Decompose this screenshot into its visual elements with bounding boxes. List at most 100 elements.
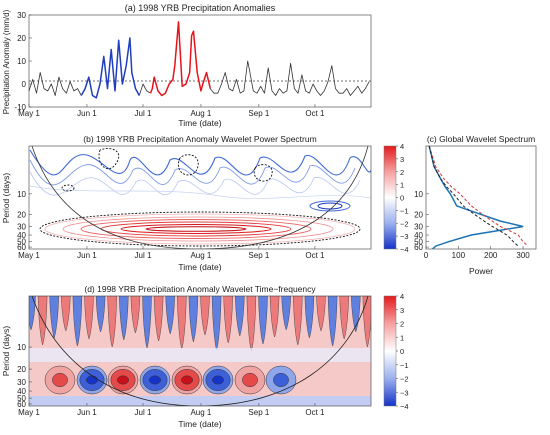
panel-d-cbar-tick-label: −2 bbox=[400, 375, 409, 384]
panel-b-signif-1 bbox=[98, 148, 120, 170]
panel-a-precipitation-anomalies: (a) 1998 YRB Precipitation Anomalies -10… bbox=[2, 3, 372, 128]
panel-a-series-line bbox=[80, 37, 140, 99]
panel-c-title: (c) Global Wavelet Spectrum bbox=[427, 134, 535, 144]
panel-c-xtick-label: 200 bbox=[484, 251, 498, 260]
panel-a-ytick-label: 30 bbox=[17, 11, 26, 20]
panel-a-xtick-label: Oct 1 bbox=[305, 109, 325, 118]
panel-c-series bbox=[428, 146, 529, 249]
panel-b-contour-neg-3 bbox=[29, 171, 361, 196]
panel-a-series-line bbox=[28, 72, 82, 96]
panel-b-contour-neg-1 bbox=[29, 149, 371, 176]
panel-d-finger-negative bbox=[119, 296, 129, 341]
panel-d-blob-positive-mid bbox=[242, 372, 258, 388]
panel-d-cbar-tick-label: 3 bbox=[400, 306, 404, 315]
panel-b-contour-pos-5 bbox=[120, 224, 272, 234]
panel-d-finger-negative bbox=[72, 296, 83, 347]
panel-d-finger-negative bbox=[142, 296, 152, 349]
panel-d-blob-positive-core bbox=[117, 375, 129, 385]
panel-d-finger-negative bbox=[304, 296, 315, 339]
panel-c-xtick-label: 300 bbox=[516, 251, 530, 260]
panel-a-x-ticks: May 1 Jun 1 Jul 1 Aug 1 Sep 1 Oct 1 bbox=[18, 104, 325, 118]
panel-b-signif-2 bbox=[177, 154, 199, 176]
panel-a-series-line bbox=[209, 60, 370, 96]
panel-b-cbar-tick-label: −4 bbox=[400, 245, 409, 254]
panel-d-xtick-label: Aug 1 bbox=[190, 408, 211, 417]
panel-d-x-ticks: May 1 Jun 1 Jul 1 Aug 1 Sep 1 Oct 1 bbox=[18, 403, 325, 417]
panel-a-xlabel: Time (date) bbox=[178, 118, 221, 128]
panel-d-blob-negative-core bbox=[149, 375, 161, 385]
panel-b-contour-neg-5 bbox=[309, 200, 351, 212]
panel-a-xtick-label: May 1 bbox=[18, 109, 40, 118]
panel-d-ytick-label: 30 bbox=[17, 378, 26, 387]
panel-b-ytick-label: 50 bbox=[17, 238, 26, 247]
panel-a-ytick-label: 10 bbox=[17, 57, 26, 66]
panel-d-finger-positive bbox=[130, 296, 141, 334]
panel-b-ytick-label: 30 bbox=[17, 222, 26, 231]
panel-d-xtick-label: Oct 1 bbox=[305, 408, 325, 417]
panel-d-finger-positive bbox=[223, 296, 233, 344]
panel-c-x-ticks: 0 100 200 300 bbox=[424, 246, 530, 260]
panel-a-series-line bbox=[138, 83, 151, 96]
panel-b-frame bbox=[28, 145, 372, 250]
panel-b-contour-neg-4 bbox=[29, 185, 371, 199]
panel-a-series bbox=[28, 21, 370, 99]
panel-b-xlabel: Time (date) bbox=[178, 262, 221, 272]
panel-b-title: (b) 1998 YRB Precipitation Anomaly Wavel… bbox=[83, 134, 316, 144]
panel-d-finger-negative bbox=[29, 296, 36, 331]
panel-b-cbar-tick-label: 0 bbox=[400, 194, 404, 203]
panel-b-wavelet-power-spectrum: (b) 1998 YRB Precipitation Anomaly Wavel… bbox=[1, 134, 409, 272]
panel-b-colorbar bbox=[383, 145, 397, 250]
panel-d-finger-positive bbox=[316, 296, 326, 332]
panel-b-cbar-tick-label: −2 bbox=[400, 219, 409, 228]
panel-b-contour-pos-1 bbox=[44, 213, 356, 245]
panel-d-xtick-label: May 1 bbox=[18, 408, 40, 417]
panel-c-ytick-label: 40 bbox=[414, 231, 423, 240]
panel-b-cbar-tick-label: 4 bbox=[400, 142, 404, 151]
panel-d-ytick-label: 20 bbox=[17, 365, 26, 374]
panel-b-x-ticks: May 1 Jun 1 Jul 1 Aug 1 Sep 1 Oct 1 bbox=[18, 246, 325, 260]
panel-c-series-line bbox=[428, 146, 519, 247]
panel-c-ytick-label: 60 bbox=[414, 243, 423, 252]
panel-b-contour-pos-3 bbox=[80, 219, 312, 239]
panel-d-finger-negative bbox=[95, 296, 106, 333]
panel-d-cone-of-influence bbox=[31, 296, 369, 406]
panel-d-finger-positive bbox=[362, 296, 371, 348]
panel-b-xtick-label: Jul 1 bbox=[135, 251, 152, 260]
panel-d-ytick-label: 60 bbox=[17, 400, 26, 409]
panel-d-blob-positive-mid bbox=[52, 372, 68, 388]
panel-b-xtick-label: Jun 1 bbox=[77, 251, 97, 260]
panel-c-global-wavelet-spectrum: (c) Global Wavelet Spectrum 10 20 30405060… bbox=[414, 134, 537, 276]
panel-d-fingers bbox=[29, 296, 371, 352]
panel-d-cbar-tick-label: 4 bbox=[400, 292, 404, 301]
panel-d-colorbar bbox=[383, 295, 397, 407]
panel-d-low-band bbox=[29, 396, 371, 406]
panel-d-finger-negative bbox=[235, 296, 245, 337]
panel-d-finger-positive bbox=[61, 296, 71, 332]
panel-b-cone-of-influence bbox=[31, 146, 369, 249]
panel-b-signif-4 bbox=[61, 184, 75, 192]
panel-a-xtick-label: Jul 1 bbox=[135, 109, 152, 118]
panel-d-finger-positive bbox=[107, 296, 117, 348]
panel-b-ytick-label: 20 bbox=[17, 210, 26, 219]
panel-b-ytick-label: 40 bbox=[17, 231, 26, 240]
panel-d-ytick-label: 10 bbox=[17, 343, 26, 352]
panel-d-filled-contours bbox=[29, 296, 371, 406]
panel-b-contour-pos-6 bbox=[145, 226, 247, 232]
panel-b-cbar-tick-label: 2 bbox=[400, 168, 404, 177]
panel-d-cbar-tick-label: −4 bbox=[400, 402, 409, 411]
panel-a-y-ticks: -10 0 10 20 30 bbox=[14, 11, 32, 112]
panel-a-ytick-label: 20 bbox=[17, 34, 26, 43]
panel-a-title: (a) 1998 YRB Precipitation Anomalies bbox=[125, 3, 276, 13]
panel-d-xlabel: Time (date) bbox=[178, 419, 221, 429]
panel-d-finger-negative bbox=[188, 296, 199, 343]
panel-c-ytick-label: 30 bbox=[414, 222, 423, 231]
panel-c-xlabel: Power bbox=[469, 266, 493, 276]
panel-b-contour-neg-2 bbox=[29, 159, 356, 186]
panel-b-cbar-tick-label: −1 bbox=[400, 206, 409, 215]
panel-b-xtick-label: May 1 bbox=[18, 251, 40, 260]
